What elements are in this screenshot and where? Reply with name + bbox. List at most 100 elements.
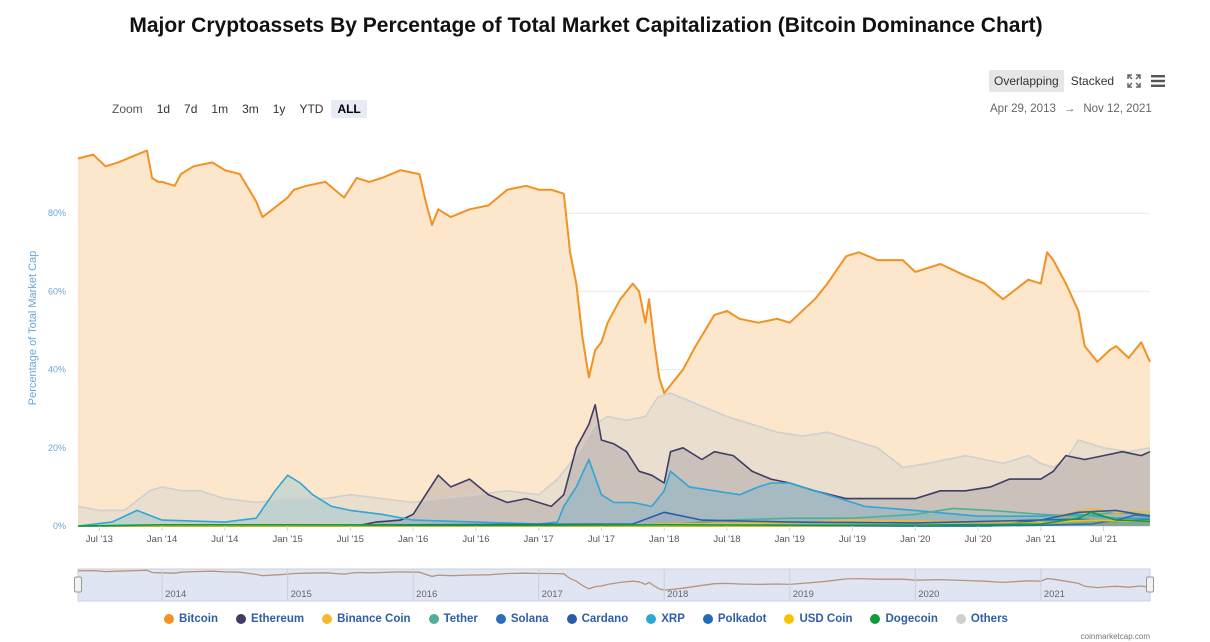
stacked-button[interactable]: Stacked — [1070, 74, 1115, 88]
navigator-year-label: 2020 — [918, 589, 939, 600]
series-line-xrp — [77, 458, 1150, 527]
navigator-year-label: 2016 — [416, 589, 437, 600]
legend-item-ethereum[interactable]: Ethereum — [236, 613, 304, 625]
legend-label: Others — [970, 613, 1008, 625]
x-tick-label: Jul '13 — [86, 534, 113, 545]
x-tick-label: Jan '18 — [649, 534, 679, 545]
x-tick-label: Jul '20 — [964, 534, 991, 545]
legend-label: Solana — [510, 613, 549, 625]
legend-marker-icon — [236, 614, 247, 624]
x-tick-label: Jan '14 — [147, 534, 177, 545]
x-tick-label: Jul '19 — [839, 534, 866, 545]
legend-marker-icon — [164, 614, 175, 624]
series-area-bitcoin — [78, 150, 1150, 526]
legend-label: Bitcoin — [179, 613, 219, 625]
series-line-bitcoin — [77, 149, 1151, 395]
zoom-7d-button[interactable]: 7d — [184, 102, 198, 116]
x-tick-label: Jul '18 — [713, 534, 740, 545]
series-area-ethereum — [78, 404, 1150, 526]
zoom-bar: Zoom 1d 7d 1m 3m 1y YTD ALL — [112, 100, 367, 118]
legend: Bitcoin Ethereum Binance Coin Tether Solana C… — [0, 613, 1172, 625]
legend-label: Cardano — [581, 613, 629, 625]
legend-item-tether[interactable]: Tether — [428, 613, 478, 625]
legend-item-binance-coin[interactable]: Binance Coin — [322, 613, 411, 625]
zoom-label: Zoom — [112, 102, 143, 116]
legend-label: Ethereum — [251, 613, 305, 625]
x-tick-label: Jan '19 — [775, 534, 805, 545]
view-mode-bar: Overlapping Stacked — [989, 70, 1167, 92]
series-line-others — [77, 392, 1151, 512]
x-axis: Jul '13 Jan '14 Jul '14 Jan '15 Jul '15 Jan '… — [86, 526, 1117, 545]
overlapping-button[interactable]: Overlapping — [989, 70, 1064, 92]
legend-marker-icon — [955, 614, 966, 624]
legend-marker-icon — [702, 614, 713, 624]
navigator-handle-right[interactable] — [1146, 576, 1154, 593]
legend-item-cardano[interactable]: Cardano — [566, 613, 629, 625]
series-area-xrp — [78, 459, 1150, 526]
navigator-year-label: 2017 — [542, 589, 563, 600]
navigator: 2014 2015 2016 2017 2018 2019 2020 2021 — [74, 568, 1154, 602]
legend-item-dogecoin[interactable]: Dogecoin — [870, 613, 938, 625]
x-tick-label: Jul '15 — [337, 534, 364, 545]
legend-marker-icon — [566, 614, 577, 624]
y-tick-label: 40% — [48, 365, 66, 375]
x-tick-label: Jan '21 — [1026, 534, 1056, 545]
legend-marker-icon — [646, 614, 657, 624]
zoom-ytd-button[interactable]: YTD — [299, 102, 324, 116]
y-axis: 0% 20% 40% 60% 80% — [48, 208, 66, 531]
navigator-handle-left[interactable] — [74, 576, 82, 593]
menu-icon[interactable] — [1149, 72, 1167, 90]
legend-marker-icon — [495, 614, 506, 624]
zoom-3m-button[interactable]: 3m — [242, 102, 259, 116]
legend-label: Binance Coin — [337, 613, 411, 625]
navigator-year-label: 2014 — [165, 589, 186, 600]
zoom-all-button[interactable]: ALL — [331, 100, 367, 118]
series-area-binance-coin — [78, 508, 1150, 526]
x-tick-label: Jan '17 — [524, 534, 554, 545]
navigator-year-label: 2018 — [667, 589, 688, 600]
legend-item-polkadot[interactable]: Polkadot — [702, 613, 766, 625]
x-tick-label: Jul '21 — [1090, 534, 1117, 545]
x-tick-label: Jul '16 — [462, 534, 489, 545]
navigator-year-label: 2015 — [291, 589, 312, 600]
zoom-1m-button[interactable]: 1m — [211, 102, 229, 116]
legend-marker-icon — [322, 614, 333, 624]
legend-item-others[interactable]: Others — [955, 613, 1008, 625]
series-area-tether — [78, 508, 1150, 526]
x-tick-label: Jan '15 — [272, 534, 302, 545]
legend-label: USD Coin — [799, 613, 853, 625]
legend-item-usd-coin[interactable]: USD Coin — [784, 613, 852, 625]
range-separator: → — [1063, 103, 1076, 115]
legend-item-xrp[interactable]: XRP — [646, 613, 685, 625]
fullscreen-icon[interactable] — [1125, 72, 1143, 90]
range-from[interactable]: Apr 29, 2013 — [990, 103, 1056, 115]
navigator-year-label: 2019 — [793, 589, 814, 600]
range-to[interactable]: Nov 12, 2021 — [1083, 103, 1152, 115]
y-tick-label: 60% — [48, 286, 66, 296]
zoom-1y-button[interactable]: 1y — [272, 102, 286, 116]
x-tick-label: Jan '16 — [398, 534, 428, 545]
y-axis-title: Percentage of Total Market Cap — [27, 251, 39, 406]
chart-title: Major Cryptoassets By Percentage of Tota… — [129, 14, 1043, 37]
legend-marker-icon — [428, 614, 439, 624]
legend-item-solana[interactable]: Solana — [495, 613, 549, 625]
legend-label: XRP — [661, 613, 685, 625]
legend-item-bitcoin[interactable]: Bitcoin — [164, 613, 218, 625]
date-range[interactable]: Apr 29, 2013 → Nov 12, 2021 — [990, 103, 1152, 115]
navigator-window — [77, 568, 1151, 602]
legend-marker-icon — [870, 614, 881, 624]
zoom-1d-button[interactable]: 1d — [156, 102, 171, 116]
legend-marker-icon — [784, 614, 795, 624]
navigator-series-line — [77, 569, 1151, 591]
x-tick-label: Jul '17 — [588, 534, 615, 545]
navigator-year-label: 2021 — [1044, 589, 1065, 600]
y-tick-label: 20% — [48, 443, 66, 453]
series-line-dogecoin — [77, 511, 1151, 527]
x-tick-label: Jan '20 — [900, 534, 930, 545]
series-areas — [78, 150, 1150, 526]
y-tick-label: 0% — [53, 521, 66, 531]
y-tick-label: 80% — [48, 208, 66, 218]
legend-label: Tether — [443, 613, 478, 625]
series-area-others — [78, 393, 1150, 526]
